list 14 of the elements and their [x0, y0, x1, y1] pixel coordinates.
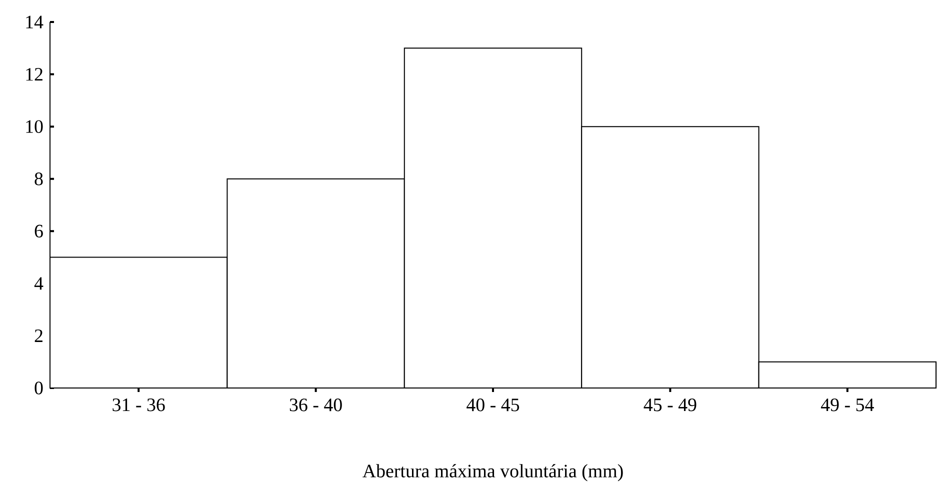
y-tick-label: 0 — [34, 382, 43, 394]
y-tick-label: 10 — [26, 120, 43, 133]
y-tick-label: 8 — [34, 172, 43, 186]
x-axis-title: Abertura máxima voluntária (mm) — [362, 464, 623, 482]
x-tick-label: 36 - 40 — [290, 398, 342, 412]
x-tick-label: 40 - 45 — [466, 398, 520, 412]
y-tick-label: 2 — [34, 329, 42, 342]
x-tick-label: 45 - 49 — [644, 398, 696, 412]
y-tick-label: 12 — [26, 68, 42, 81]
y-tick-label: 4 — [34, 277, 44, 290]
y-tick-label: 14 — [26, 16, 44, 28]
x-tick-label: 31 - 36 — [112, 398, 165, 412]
y-tick-label: 6 — [34, 224, 43, 238]
x-tick-label: 49 - 54 — [820, 398, 874, 412]
